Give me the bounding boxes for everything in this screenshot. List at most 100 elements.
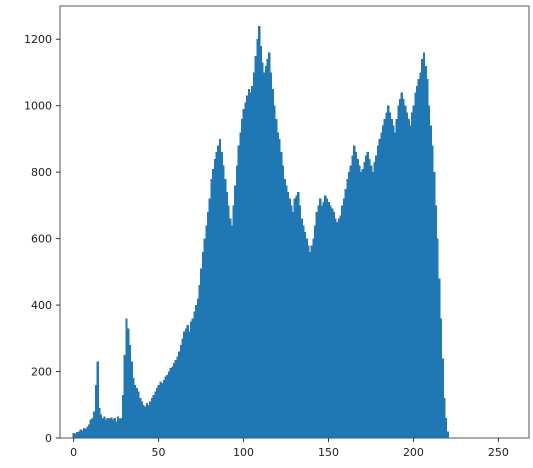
histogram-bar: [167, 371, 171, 438]
histogram-bar: [376, 145, 380, 438]
histogram-bar: [276, 132, 279, 438]
histogram-bar: [76, 432, 79, 438]
histogram-bar: [195, 305, 198, 438]
x-tick-label: 200: [403, 446, 424, 459]
histogram-bar: [366, 152, 370, 438]
histogram-bar: [400, 92, 403, 439]
histogram-bar: [337, 218, 341, 438]
histogram-bar: [285, 185, 288, 438]
histogram-bar: [161, 383, 164, 438]
histogram-bar: [271, 89, 274, 438]
histogram-bar: [346, 178, 349, 439]
histogram-bar: [103, 416, 106, 438]
histogram-bar: [268, 52, 271, 439]
histogram-bar: [140, 401, 144, 438]
histogram-bar: [193, 311, 196, 438]
histogram-bar: [295, 195, 298, 438]
histogram-bar: [184, 328, 188, 438]
histogram-bar: [303, 231, 307, 438]
histogram-bar: [429, 125, 432, 438]
histogram-bars: [72, 25, 449, 439]
histogram-bar: [339, 215, 342, 438]
histogram-bar: [402, 99, 405, 439]
histogram-bar: [223, 178, 227, 439]
histogram-bar: [213, 158, 217, 439]
histogram-bar: [332, 212, 336, 438]
histogram-bar: [84, 428, 87, 438]
histogram-bar: [156, 388, 159, 438]
histogram-bar: [416, 85, 419, 438]
histogram-bar: [314, 225, 317, 438]
histogram-bar: [266, 59, 269, 439]
y-tick-label: 200: [31, 366, 52, 379]
histogram-bar: [106, 418, 110, 438]
histogram-bar: [183, 331, 186, 438]
histogram-bar: [142, 404, 145, 438]
y-tick-label: 600: [31, 233, 52, 246]
histogram-bar: [144, 406, 147, 438]
histogram-bar: [434, 205, 437, 438]
histogram-bar: [232, 205, 235, 438]
histogram-bar: [397, 105, 400, 438]
histogram-bar: [407, 118, 410, 438]
histogram-bar: [99, 414, 103, 438]
histogram-bar: [310, 245, 313, 438]
histogram-bar: [393, 132, 397, 438]
histogram-bar: [297, 192, 300, 438]
histogram-bar: [77, 431, 81, 438]
histogram-bar: [247, 89, 251, 438]
histogram-bar: [409, 125, 412, 438]
histogram-bar: [373, 162, 376, 438]
histogram-bar: [139, 398, 142, 438]
histogram-bar: [349, 165, 353, 438]
histogram-bar: [385, 112, 388, 438]
x-tick-label: 50: [152, 446, 166, 459]
y-tick-label: 400: [31, 299, 52, 312]
histogram-bar: [157, 384, 161, 438]
histogram-bar: [132, 378, 135, 438]
y-tick-label: 1200: [24, 33, 52, 46]
histogram-bar: [210, 178, 213, 439]
histogram-bar: [212, 168, 215, 438]
histogram-bar: [257, 25, 261, 438]
histogram-bar: [256, 39, 259, 438]
histogram-bar: [302, 225, 305, 438]
histogram-bar: [237, 145, 240, 438]
histogram-bar: [120, 418, 123, 438]
histogram-bar: [327, 202, 330, 438]
histogram-bar: [356, 158, 359, 439]
histogram-bar: [239, 132, 242, 438]
histogram-bar: [164, 376, 167, 438]
histogram-bar: [227, 205, 230, 438]
histogram-bar: [251, 85, 254, 438]
histogram-bar: [331, 208, 334, 438]
y-tick-label: 800: [31, 166, 52, 179]
histogram-bar: [421, 59, 424, 439]
histogram-bar: [201, 251, 205, 438]
histogram-bar: [127, 328, 130, 438]
histogram-bar: [358, 165, 361, 438]
histogram-bar: [278, 138, 281, 439]
histogram-bar: [261, 62, 264, 439]
histogram-bar: [405, 112, 409, 438]
histogram-bar: [274, 118, 278, 438]
histogram-bar: [280, 152, 283, 438]
histogram-bar: [281, 165, 285, 438]
histogram-bar: [122, 394, 125, 438]
histogram-bar: [325, 198, 329, 438]
histogram-bar: [263, 72, 266, 439]
histogram-bar: [108, 418, 111, 438]
histogram-bar: [342, 198, 346, 438]
histogram-bar: [79, 429, 82, 438]
histogram-bar: [308, 251, 312, 438]
histogram-bar: [388, 112, 392, 438]
histogram-bar: [371, 172, 375, 438]
histogram-bar: [94, 384, 98, 438]
histogram-bar: [173, 363, 176, 438]
histogram-bar: [324, 195, 327, 438]
x-tick-label: 0: [70, 446, 77, 459]
histogram-bar: [249, 92, 252, 439]
histogram-bar: [220, 152, 223, 438]
y-tick-label: 0: [45, 432, 52, 445]
